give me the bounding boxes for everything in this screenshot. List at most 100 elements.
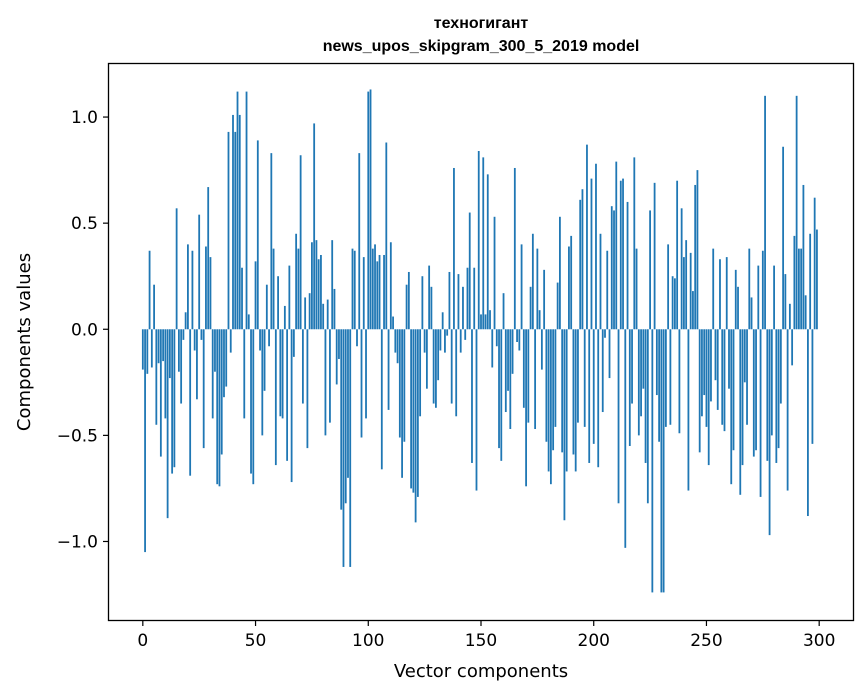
bar-component-9 [162,329,164,361]
bar-component-149 [478,151,480,329]
bar-component-218 [633,157,635,329]
bar-component-132 [440,329,442,350]
bar-component-204 [602,329,604,412]
bar-component-243 [690,253,692,329]
bar-component-77 [316,240,318,329]
bar-component-114 [399,329,401,437]
bar-component-143 [464,329,466,340]
bar-component-266 [742,329,744,465]
bar-chart: техногигант news_upos_skipgram_300_5_201… [0,0,867,696]
bar-component-225 [649,210,651,329]
bar-component-277 [766,329,768,461]
bar-component-0 [142,329,144,369]
bar-component-234 [669,329,671,425]
bar-component-163 [509,329,511,429]
bar-component-273 [757,266,759,330]
bar-component-158 [498,329,500,448]
bar-component-185 [559,217,561,329]
bar-component-183 [555,329,557,427]
bar-component-170 [525,329,527,486]
bar-component-166 [516,329,518,342]
bar-component-42 [237,92,239,330]
bar-component-239 [681,208,683,329]
bar-component-249 [703,329,705,395]
bar-component-29 [207,187,209,329]
bar-component-279 [771,329,773,435]
bar-component-111 [392,317,394,330]
bar-component-238 [679,329,681,433]
bar-component-81 [325,329,327,435]
bar-component-200 [593,329,595,444]
bar-component-175 [536,249,538,330]
bar-component-276 [764,96,766,329]
y-tick-label: −0.5 [57,426,98,446]
bar-component-14 [173,329,175,467]
bar-component-123 [419,329,421,416]
bar-component-122 [417,329,419,497]
bar-component-117 [406,285,408,330]
bar-component-27 [203,329,205,448]
bar-component-60 [277,276,279,329]
bar-component-139 [455,329,457,416]
bar-component-4 [151,329,153,367]
bar-component-224 [647,329,649,503]
bar-component-229 [658,329,660,441]
bar-component-146 [471,329,473,463]
bar-component-3 [149,251,151,330]
bar-component-71 [302,329,304,403]
bar-component-174 [534,329,536,429]
bar-component-179 [545,329,547,441]
bar-component-93 [352,249,354,330]
bar-component-241 [685,240,687,329]
bar-component-154 [489,310,491,329]
bar-component-141 [460,329,462,352]
bar-component-41 [234,132,236,329]
bar-component-1 [144,329,146,552]
x-axis-label: Vector components [394,661,568,682]
bar-component-253 [712,249,714,330]
x-tick-label: 200 [578,631,610,651]
bar-component-85 [334,289,336,329]
bar-component-296 [809,234,811,330]
x-tick-label: 300 [803,631,835,651]
bar-component-92 [349,329,351,567]
bar-component-10 [164,329,166,418]
bar-component-115 [401,329,403,478]
bar-component-190 [570,236,572,329]
bar-component-66 [291,329,293,482]
bar-component-178 [543,270,545,329]
bar-component-125 [424,329,426,352]
bar-component-134 [444,329,446,352]
bar-component-192 [575,329,577,471]
bar-component-173 [532,234,534,330]
bar-component-165 [514,168,516,329]
bar-component-272 [755,329,757,450]
bar-component-61 [279,329,281,416]
bar-component-137 [451,329,453,403]
bar-component-145 [469,213,471,330]
bar-component-254 [715,329,717,380]
bar-component-186 [561,329,563,452]
bar-component-82 [327,300,329,330]
bar-component-207 [609,329,611,378]
bar-component-63 [284,306,286,329]
bar-component-290 [796,96,798,329]
bar-component-28 [205,247,207,330]
bar-component-46 [246,92,248,330]
bar-component-56 [268,329,270,346]
bar-component-233 [667,244,669,329]
bar-component-131 [437,329,439,380]
bar-component-248 [701,329,703,416]
bar-component-101 [370,89,372,329]
bar-component-16 [178,329,180,371]
bar-component-292 [800,249,802,330]
bar-component-197 [586,145,588,330]
bar-component-180 [548,329,550,471]
bar-component-198 [588,329,590,463]
bar-component-191 [573,329,575,454]
bar-component-247 [699,329,701,452]
bar-component-252 [710,329,712,401]
bar-component-264 [737,287,739,329]
bar-component-261 [730,329,732,484]
bar-component-44 [241,268,243,330]
